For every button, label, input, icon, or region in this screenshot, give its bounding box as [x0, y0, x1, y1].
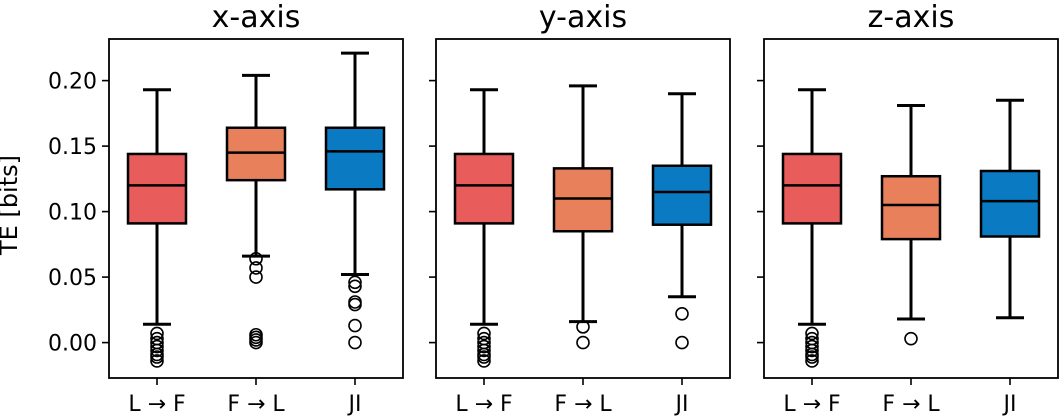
panel-2-box-2-flier-2 — [576, 335, 590, 350]
panel-2-box-2-flier-1 — [576, 320, 590, 334]
panel-3-box-1-iqr — [781, 152, 843, 225]
panel-1-box-1-iqr — [126, 152, 188, 225]
panel-1-box-2-flier-3 — [249, 270, 263, 284]
panel-1-box-3-flier-4 — [348, 297, 362, 312]
panel-2-xtick-label-2: F → L — [554, 392, 612, 417]
panel-3-box-1-flier-8 — [805, 354, 819, 368]
ytick-label-2: 0.05 — [48, 266, 97, 291]
panel-2-frame — [435, 38, 731, 379]
panel-3-box-1-flier-5 — [805, 343, 819, 358]
y-axis-label: TE [bits] — [0, 155, 23, 256]
panel-2-box-3-flier-1 — [675, 306, 689, 321]
panel-1-xtick-label-2: F → L — [227, 392, 285, 417]
ytick-label-5: 0.20 — [48, 70, 97, 95]
panel-1-box-3-flier-1 — [348, 275, 362, 290]
panel-3-box-1-flier-7 — [805, 350, 819, 364]
panel-1-box-1-flier-5 — [150, 343, 164, 358]
panel-2-box-1-flier-8 — [477, 354, 491, 368]
panel-2-xtick-label-1: L → F — [455, 392, 512, 417]
panel-1-box-3-flier-5 — [348, 318, 362, 333]
panel-2-box-1-flier-4 — [477, 339, 491, 354]
panel-2-box-1-flier-7 — [477, 350, 491, 364]
panel-3-box-1-flier-1 — [805, 326, 819, 341]
panel-1-box-1-flier-1 — [150, 326, 164, 341]
panel-3-title: z-axis — [868, 0, 955, 35]
panel-3-xtick-label-3: JI — [1002, 392, 1017, 417]
panel-2-box-3-flier-2 — [675, 335, 689, 350]
panel-2-title: y-axis — [539, 0, 627, 35]
panel-1-box-2-flier-2 — [249, 261, 263, 275]
panel-1-xtick-label-3: JI — [347, 392, 362, 417]
panel-2-box-3-iqr — [651, 164, 713, 226]
panel-1-box-3-iqr — [324, 126, 386, 191]
panel-1-box-3-flier-6 — [348, 335, 362, 350]
panel-3-frame — [763, 38, 1059, 379]
panel-2-box-1-iqr — [453, 152, 515, 225]
panel-3-xtick-label-2: F → L — [882, 392, 940, 417]
panel-1-box-1-flier-7 — [150, 350, 164, 364]
panel-3-box-2-iqr — [880, 174, 942, 241]
panel-1-frame — [108, 38, 404, 379]
panel-1-box-1-flier-8 — [150, 354, 164, 368]
panel-2-xtick-label-3: JI — [674, 392, 689, 417]
panel-3-box-3-iqr — [979, 169, 1041, 238]
panel-2-box-1-flier-1 — [477, 326, 491, 341]
panel-1-box-2-iqr — [225, 126, 287, 182]
ytick-label-3: 0.10 — [48, 201, 97, 226]
panel-1-box-3-flier-3 — [348, 295, 362, 309]
panel-1-box-2-flier-7 — [249, 335, 263, 350]
panel-2-box-1-flier-5 — [477, 343, 491, 358]
panel-1-box-2-flier-1 — [249, 251, 263, 266]
panel-3-box-1-flier-4 — [805, 339, 819, 354]
panel-1-box-1-flier-4 — [150, 339, 164, 354]
panel-1-title: x-axis — [212, 0, 301, 35]
ytick-label-1: 0.00 — [48, 332, 97, 357]
panel-1-xtick-label-1: L → F — [128, 392, 185, 417]
panel-3-box-2-flier-1 — [904, 331, 918, 346]
panel-2-box-2-iqr — [552, 167, 614, 233]
panel-1-box-3-flier-2 — [348, 279, 362, 294]
ytick-label-4: 0.15 — [48, 135, 97, 160]
panel-3-xtick-label-1: L → F — [783, 392, 840, 417]
